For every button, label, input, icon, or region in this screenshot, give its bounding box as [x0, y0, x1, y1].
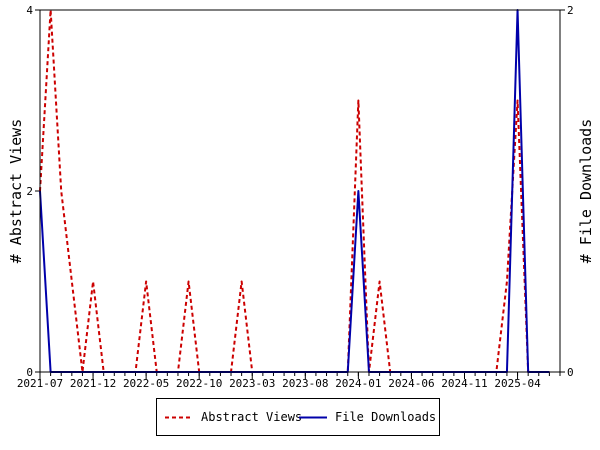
x-tick-label: 2024-06	[388, 377, 434, 390]
x-tick-label: 2022-05	[123, 377, 169, 390]
series-line-file-downloads	[39, 9, 550, 373]
y-axis-title-right: # File Downloads	[577, 119, 595, 264]
legend-swatch-file-downloads	[299, 416, 327, 418]
x-tick-label: 2024-01	[335, 377, 381, 390]
ticks-layer	[35, 9, 565, 379]
x-tick-label: 2021-07	[17, 377, 63, 390]
legend-item-abstract-views: Abstract Views	[165, 399, 302, 435]
y-right-tick-label: 2	[567, 4, 574, 17]
x-tick-label: 2025-04	[494, 377, 541, 390]
y-axis-title-left: # Abstract Views	[7, 119, 25, 264]
x-tick-label: 2022-10	[176, 377, 222, 390]
x-tick-label: 2024-11	[441, 377, 487, 390]
x-tick-label: 2021-12	[70, 377, 116, 390]
x-tick-label: 2023-03	[229, 377, 275, 390]
y-left-tick-label: 0	[26, 366, 33, 379]
legend-label: Abstract Views	[201, 410, 303, 424]
y-right-tick-label: 0	[567, 366, 574, 379]
y-left-tick-label: 2	[26, 185, 33, 198]
legend: Abstract Views File Downloads	[156, 398, 440, 436]
legend-item-file-downloads: File Downloads	[299, 399, 436, 435]
labels-layer: 2021-07 2021-12 2022-05 2022-10 2023-03 2023-…	[17, 4, 574, 390]
series-line-abstract-views	[39, 9, 550, 373]
legend-swatch-abstract-views	[165, 416, 193, 418]
x-tick-label: 2023-08	[282, 377, 328, 390]
plot-frame	[39, 9, 561, 373]
series-layer	[39, 9, 550, 373]
y-left-tick-label: 4	[26, 4, 33, 17]
legend-label: File Downloads	[335, 410, 437, 424]
